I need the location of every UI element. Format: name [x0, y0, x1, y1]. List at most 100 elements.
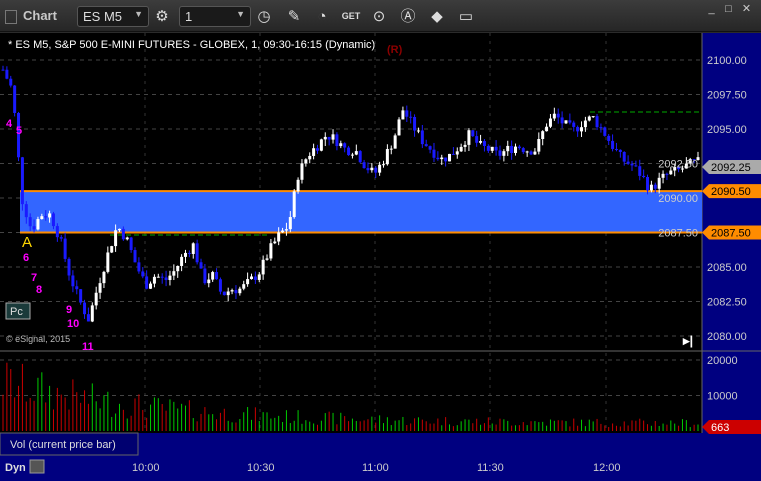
candle	[548, 118, 552, 127]
candle	[110, 246, 114, 253]
eraser-icon[interactable]: ◆	[431, 8, 443, 25]
candle	[5, 69, 9, 79]
candle	[32, 226, 36, 230]
volume-last-text: 663	[711, 422, 729, 434]
last-price-label-text: 2092.25	[711, 162, 751, 174]
close-button[interactable]: ✕	[741, 3, 752, 15]
candle	[409, 116, 413, 118]
candle	[308, 155, 312, 160]
candle	[385, 149, 389, 165]
candle	[327, 136, 331, 140]
candle	[117, 228, 121, 231]
chart-header: * ES M5, S&P 500 E-MINI FUTURES - GLOBEX…	[8, 39, 375, 51]
candle	[529, 151, 533, 155]
candle	[680, 168, 684, 170]
candle	[343, 143, 347, 148]
candle	[595, 116, 599, 128]
candle	[180, 256, 184, 266]
comment-icon[interactable]: ▭	[458, 8, 474, 25]
candle	[323, 136, 327, 140]
candle	[145, 276, 149, 289]
candle	[436, 157, 440, 160]
scroll-to-end-icon[interactable]: ▸|	[682, 333, 693, 348]
candle	[17, 112, 21, 158]
candle	[90, 305, 94, 322]
candle	[86, 314, 90, 322]
candle	[261, 259, 265, 275]
candle	[265, 258, 269, 260]
sequence-count: 11	[82, 341, 94, 353]
price-tick: 2082.50	[707, 297, 747, 309]
play-icon[interactable]: ⊙	[372, 8, 386, 25]
candle	[187, 252, 191, 254]
candle	[471, 130, 475, 137]
candle	[444, 157, 448, 162]
candle	[677, 166, 681, 170]
chart-canvas[interactable]: Vol (current price bar) 2100.00 2097.50 20…	[0, 33, 761, 481]
title-bar: Chart ES M5 ▼ ⚙ 1 ▼ ◷ ✎ ◔ GET ⊙ Ⓐ ◆ ▭ _ □ …	[0, 0, 761, 32]
pencil-icon[interactable]: ✎	[287, 8, 301, 25]
maximize-button[interactable]: □	[725, 3, 732, 15]
candle	[114, 230, 118, 247]
candle	[218, 279, 222, 292]
volume-tick: 20000	[707, 355, 738, 367]
candle	[603, 127, 607, 136]
candle	[168, 275, 172, 281]
candle	[277, 232, 281, 242]
candle	[222, 291, 226, 296]
zone-top-label	[702, 184, 761, 199]
candle	[164, 277, 168, 281]
study-icon[interactable]: ◔	[317, 8, 327, 25]
candle	[350, 154, 354, 156]
candle	[362, 162, 366, 169]
candle	[572, 122, 576, 127]
candle	[366, 168, 370, 171]
sequence-count: 7	[31, 272, 37, 284]
candle	[281, 230, 285, 233]
candle	[335, 134, 339, 147]
symbol-select[interactable]: ES M5 ▼	[77, 6, 149, 27]
interval-select[interactable]: 1 ▼	[179, 6, 251, 27]
candle	[257, 274, 261, 280]
alert-icon[interactable]: Ⓐ	[400, 8, 416, 25]
candle	[599, 127, 603, 129]
candle	[533, 151, 537, 155]
candle	[517, 146, 521, 149]
candle	[191, 243, 195, 254]
lock-icon[interactable]	[29, 459, 45, 474]
candle	[587, 116, 591, 121]
candle	[448, 153, 452, 162]
candle	[331, 134, 335, 140]
candle	[83, 302, 87, 315]
candle	[424, 144, 428, 147]
candle	[405, 110, 409, 117]
time-tick: 12:00	[593, 462, 621, 474]
candle	[242, 284, 246, 289]
candle	[284, 229, 288, 231]
get-icon[interactable]: GET	[341, 11, 361, 21]
pc-button[interactable]	[5, 302, 31, 320]
candle	[347, 147, 351, 156]
sequence-count: 9	[66, 304, 72, 316]
candle	[646, 176, 650, 191]
candle	[51, 213, 55, 227]
candle	[521, 148, 525, 153]
candle	[24, 204, 28, 218]
candle	[630, 163, 634, 166]
candle	[1, 69, 5, 71]
candle	[552, 113, 556, 119]
candle	[246, 279, 250, 285]
candle	[94, 292, 98, 306]
clock-icon[interactable]: ◷	[257, 8, 271, 25]
settings-icon[interactable]: ⚙	[155, 8, 169, 25]
candle	[358, 151, 362, 163]
price-tick: 2080.00	[707, 331, 747, 343]
candle	[638, 166, 642, 176]
candle	[618, 149, 622, 152]
minimize-button[interactable]: _	[708, 3, 715, 15]
candle	[382, 164, 386, 166]
candle	[506, 145, 510, 152]
candle	[642, 175, 646, 177]
zone-bottom-label	[702, 225, 761, 240]
candle	[102, 271, 106, 284]
